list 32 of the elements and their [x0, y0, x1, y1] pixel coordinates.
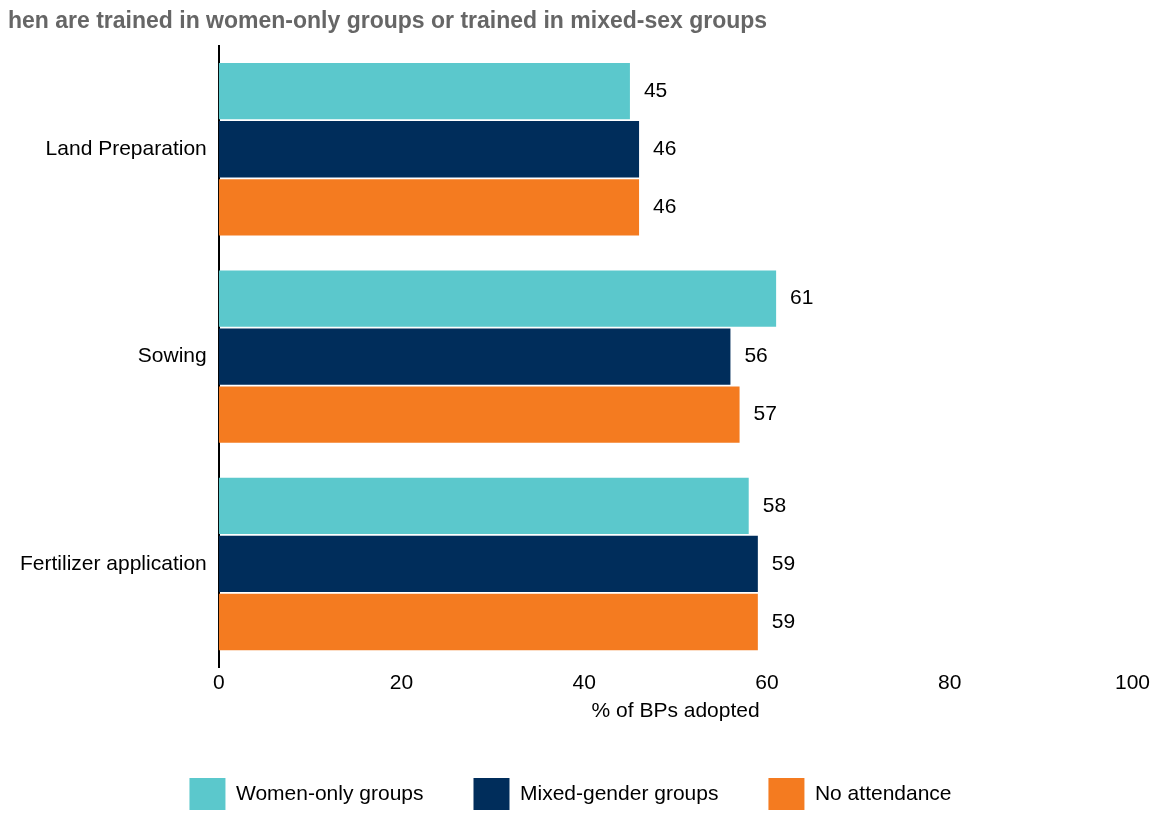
bar: [218, 270, 777, 327]
y-tick-label: Land Preparation: [45, 136, 207, 160]
x-tick-label: 20: [389, 670, 414, 693]
chart-title: hen are trained in women-only groups or trained in mixed-sex groups: [8, 7, 768, 34]
x-tick-label: 0: [212, 670, 225, 693]
legend-label: Women-only groups: [235, 780, 424, 804]
x-tick-label: 100: [1114, 670, 1150, 693]
data-label: 61: [790, 285, 814, 309]
legend-label: No attendance: [814, 780, 952, 804]
y-tick-label: Fertilizer application: [19, 550, 207, 574]
bar: [218, 535, 758, 593]
x-tick-label: 40: [572, 670, 596, 693]
data-label: 59: [771, 608, 796, 632]
y-tick-label: Sowing: [137, 343, 207, 367]
bar: [218, 121, 640, 178]
bar: [218, 328, 731, 385]
legend-label: Mixed-gender groups: [519, 780, 719, 804]
bar: [218, 63, 630, 120]
data-label: 46: [653, 194, 677, 218]
bar: [218, 477, 749, 535]
bar: [218, 386, 740, 443]
x-tick-label: 80: [938, 670, 962, 693]
data-label: 57: [753, 401, 777, 425]
bar: [218, 179, 640, 236]
data-label: 56: [744, 343, 768, 367]
data-label: 59: [771, 550, 796, 574]
data-label: 58: [762, 492, 787, 516]
x-axis-title: % of BPs adopted: [591, 698, 760, 722]
data-label: 46: [653, 136, 677, 160]
x-tick-label: 60: [755, 670, 779, 693]
data-label: 45: [643, 78, 668, 102]
bar: [218, 593, 758, 651]
